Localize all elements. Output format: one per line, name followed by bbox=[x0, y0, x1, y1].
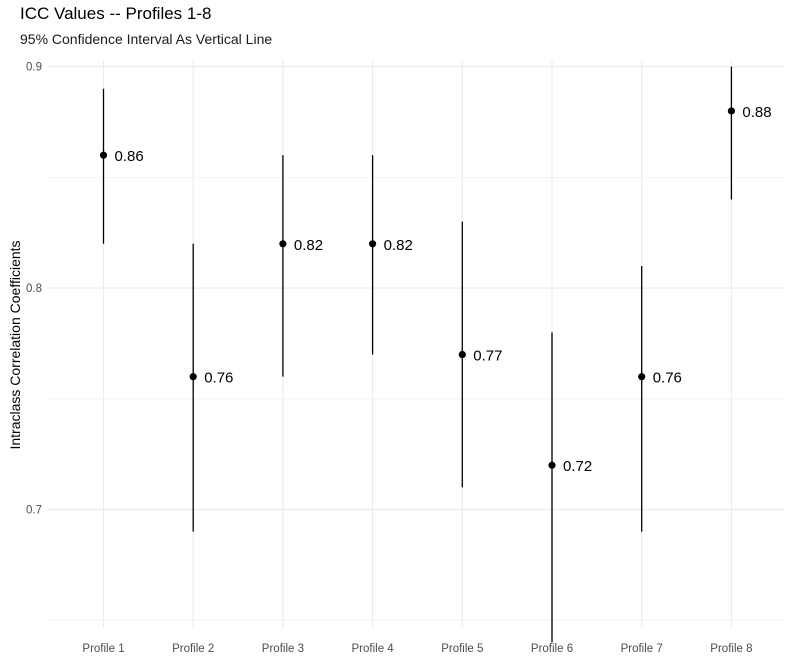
x-tick-label: Profile 3 bbox=[262, 643, 304, 655]
value-label: 0.82 bbox=[294, 237, 323, 254]
icc-point bbox=[189, 373, 197, 381]
icc-point bbox=[458, 350, 466, 359]
value-label: 0.72 bbox=[563, 458, 592, 475]
x-tick-label: Profile 2 bbox=[172, 643, 214, 655]
value-label: 0.76 bbox=[204, 370, 233, 387]
chart-title: ICC Values -- Profiles 1-8 bbox=[20, 4, 212, 23]
value-label: 0.77 bbox=[473, 348, 502, 365]
chart-subtitle: 95% Confidence Interval As Vertical Line bbox=[20, 31, 273, 47]
x-tick-label: Profile 5 bbox=[441, 643, 483, 655]
value-label: 0.88 bbox=[742, 104, 771, 121]
x-tick-label: Profile 4 bbox=[352, 643, 395, 655]
icc-point bbox=[638, 373, 646, 381]
y-tick-label: 0.7 bbox=[26, 505, 42, 517]
x-tick-label: Profile 1 bbox=[82, 643, 124, 655]
icc-point bbox=[548, 461, 556, 469]
y-tick-label: 0.8 bbox=[26, 283, 42, 295]
value-label: 0.82 bbox=[384, 237, 413, 254]
icc-point bbox=[99, 151, 108, 159]
icc-point bbox=[369, 240, 377, 248]
y-axis-label: Intraclass Correlation Coefficients bbox=[7, 240, 23, 449]
x-tick-label: Profile 8 bbox=[710, 643, 752, 655]
icc-point bbox=[727, 107, 736, 115]
x-tick-label: Profile 7 bbox=[621, 643, 663, 655]
y-tick-label: 0.9 bbox=[26, 62, 42, 74]
value-label: 0.86 bbox=[115, 148, 144, 165]
icc-point bbox=[279, 240, 287, 248]
x-tick-label: Profile 6 bbox=[531, 643, 573, 655]
value-label: 0.76 bbox=[653, 370, 682, 387]
